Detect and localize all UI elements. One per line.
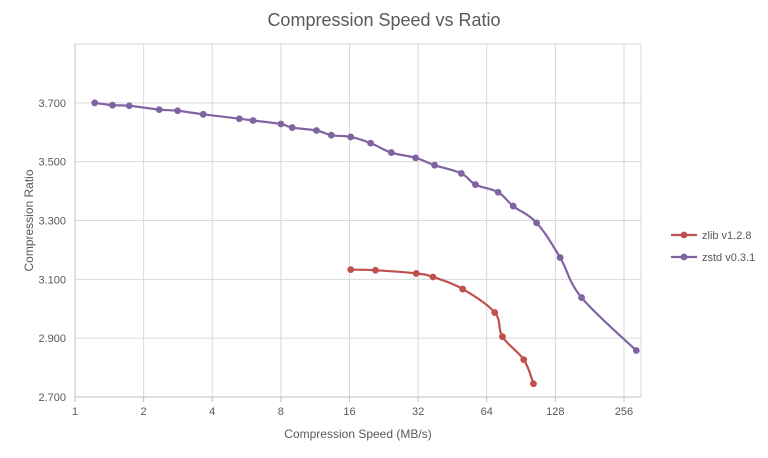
data-point (199, 110, 207, 118)
x-tick-label: 16 (343, 406, 355, 418)
data-point (533, 219, 540, 227)
data-point (412, 270, 420, 277)
data-point (459, 285, 467, 293)
data-point (431, 161, 439, 169)
y-axis-title: Compression Ratio (22, 169, 36, 271)
legend-label: zstd v0.3.1 (702, 252, 755, 264)
data-point (472, 181, 479, 189)
data-point (578, 294, 585, 301)
data-point (556, 254, 564, 261)
x-tick-label: 128 (546, 406, 564, 418)
data-point (457, 170, 465, 177)
y-tick-label: 3.100 (38, 274, 66, 286)
y-tick-label: 3.300 (38, 216, 66, 228)
data-point (494, 188, 502, 196)
data-point (155, 106, 163, 113)
data-point (491, 309, 499, 316)
data-point (235, 115, 243, 123)
x-tick-label: 8 (278, 406, 284, 418)
legend-swatch-marker (680, 253, 688, 261)
legend-label: zlib v1.2.8 (702, 230, 752, 242)
data-point (277, 120, 285, 128)
x-axis-title: Compression Speed (MB/s) (284, 427, 431, 441)
data-point (367, 139, 374, 147)
x-tick-label: 4 (209, 406, 215, 418)
y-tick-label: 2.900 (38, 333, 66, 345)
series-line (350, 268, 535, 385)
x-tick-label: 256 (615, 406, 633, 418)
data-point (174, 107, 182, 115)
data-point (347, 266, 355, 274)
data-point (91, 99, 99, 107)
data-point (387, 149, 395, 156)
data-point (530, 380, 537, 388)
y-tick-label: 3.500 (38, 157, 66, 169)
chart-title: Compression Speed vs Ratio (267, 10, 501, 30)
data-point (347, 133, 355, 141)
legend-swatch-marker (680, 231, 688, 239)
x-tick-label: 64 (481, 406, 493, 418)
data-point (109, 101, 116, 109)
data-point (288, 124, 296, 131)
x-tick-label: 1 (72, 406, 78, 418)
y-tick-label: 2.700 (38, 392, 66, 404)
data-point (249, 117, 257, 124)
x-tick-label: 32 (412, 406, 424, 418)
data-point (429, 273, 437, 281)
data-point (313, 127, 320, 134)
data-point (327, 131, 335, 139)
y-tick-label: 3.700 (38, 98, 66, 110)
data-point (125, 102, 133, 110)
data-point (520, 356, 528, 364)
data-point (412, 154, 420, 162)
data-point (509, 202, 517, 210)
data-point (499, 333, 506, 341)
x-tick-label: 2 (141, 406, 147, 418)
data-point (632, 347, 640, 354)
data-point (372, 266, 379, 274)
